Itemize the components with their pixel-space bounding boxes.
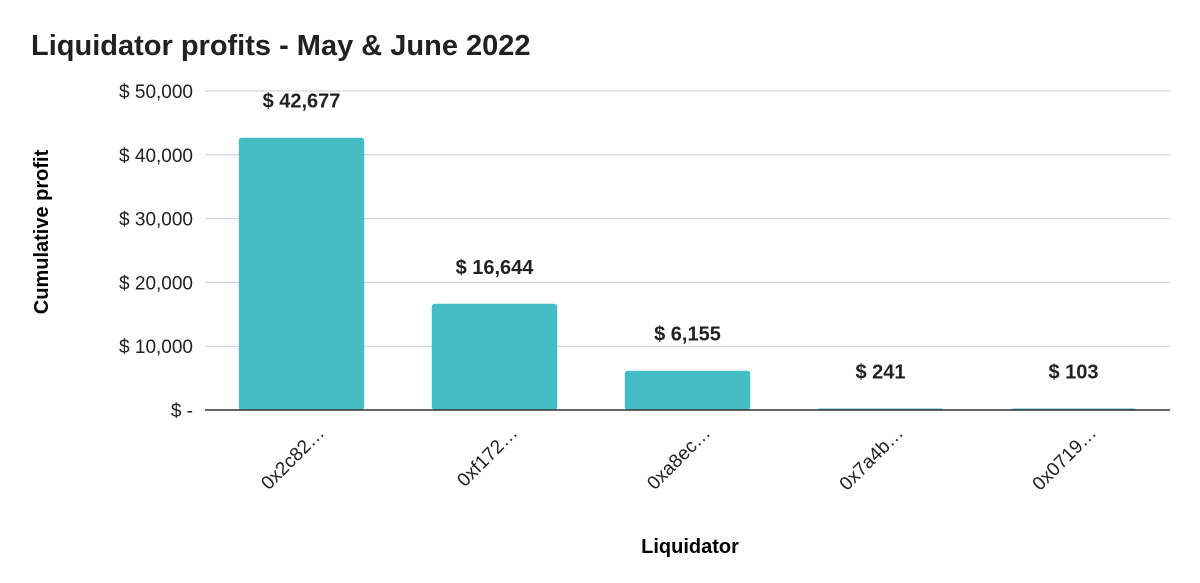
chart-title: Liquidator profits - May & June 2022 [31,30,531,62]
data-label: $ 103 [1048,362,1098,384]
data-label: $ 16,644 [456,257,535,279]
y-tick-label: $ - [171,401,193,422]
x-category-label: 0xf172… [453,423,522,492]
bar [238,137,365,410]
data-labels: $ 42,677 $ 16,644 $ 6,155 $ 241 $ 103 [263,91,1099,384]
bar [624,370,751,410]
x-axis-title: Liquidator [641,536,739,558]
x-category-label: 0x2c82… [257,423,329,495]
y-tick-label: $ 20,000 [119,273,193,294]
x-axis-categories: 0x2c82… 0xf172… 0xa8ec… 0x7a4b… 0x0719… [257,423,1101,495]
data-label: $ 241 [855,361,905,383]
x-category-label: 0xa8ec… [643,423,715,495]
gridlines [205,90,1170,347]
bars [238,137,1137,410]
y-axis-title: Cumulative profit [31,149,53,314]
data-label: $ 6,155 [654,324,721,346]
y-tick-label: $ 30,000 [119,210,193,231]
y-axis-ticks: $ - $ 10,000 $ 20,000 $ 30,000 $ 40,000 $ 50,… [119,82,193,422]
y-tick-label: $ 50,000 [119,82,193,103]
y-tick-label: $ 40,000 [119,146,193,167]
y-tick-label: $ 10,000 [119,337,193,358]
bar [431,303,558,410]
x-category-label: 0x0719… [1029,423,1101,495]
x-category-label: 0x7a4b… [836,423,908,495]
data-label: $ 42,677 [263,91,341,113]
